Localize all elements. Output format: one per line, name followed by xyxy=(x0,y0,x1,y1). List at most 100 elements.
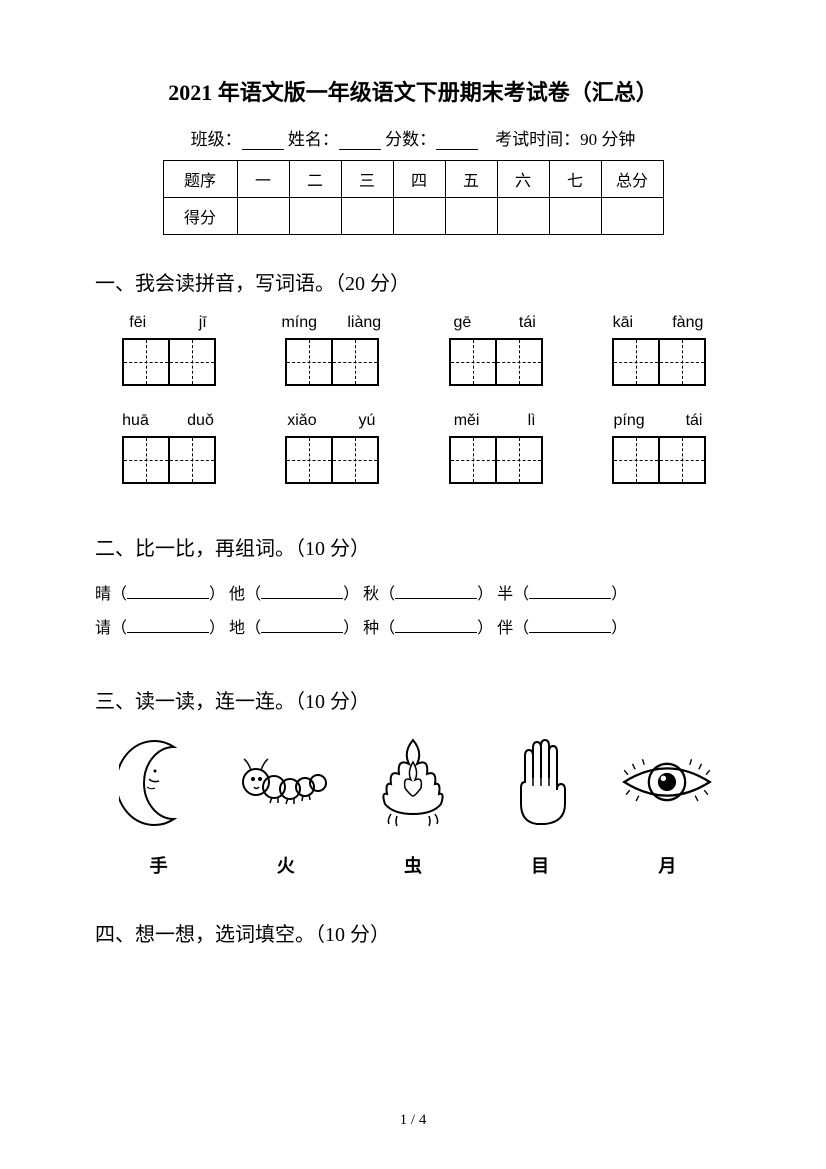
cell: 三 xyxy=(341,161,393,198)
pinyin-syllable: xiǎo xyxy=(287,412,316,430)
q1-title: 一、我会读拼音，写词语。（20 分） xyxy=(95,267,731,296)
tianzi-box[interactable] xyxy=(122,436,170,484)
char: 种 xyxy=(363,620,379,637)
match-label: 手 xyxy=(109,852,209,878)
page-title: 2021 年语文版一年级语文下册期末考试卷（汇总） xyxy=(95,75,731,107)
char: 半 xyxy=(497,586,513,603)
cell-blank[interactable] xyxy=(497,198,549,235)
pinyin-syllable: jī xyxy=(199,314,207,332)
tianzi-box[interactable] xyxy=(612,436,660,484)
tianzi-box[interactable] xyxy=(495,338,543,386)
pinyin-row: fēijī míngliàng gētái kāifàng xyxy=(95,314,731,386)
class-label: 班级： xyxy=(191,130,242,149)
fire-icon xyxy=(363,732,463,832)
pinyin-group: xiǎo yú xyxy=(266,412,396,484)
pinyin-group: píng tái xyxy=(593,412,723,484)
cell: 得分 xyxy=(163,198,237,235)
tianzi-box[interactable] xyxy=(285,338,333,386)
pinyin-group: měi lì xyxy=(430,412,560,484)
pinyin-syllable: duǒ xyxy=(187,412,214,430)
pinyin-group: kāi fàng xyxy=(593,314,723,386)
eye-icon xyxy=(617,732,717,832)
blank[interactable] xyxy=(529,585,611,599)
blank[interactable] xyxy=(127,619,209,633)
pinyin-syllable: fēi xyxy=(129,314,146,332)
hand-icon xyxy=(490,732,590,832)
name-blank[interactable] xyxy=(339,132,381,150)
pinyin-syllable: tái xyxy=(686,412,703,430)
char: 秋 xyxy=(363,586,379,603)
char: 他 xyxy=(229,586,245,603)
blank[interactable] xyxy=(127,585,209,599)
pinyin-syllable: lì xyxy=(528,412,536,430)
match-label: 目 xyxy=(490,852,590,878)
pinyin-group: fēi jī xyxy=(103,314,233,386)
cell: 五 xyxy=(445,161,497,198)
pinyin-group: huā duǒ xyxy=(103,412,233,484)
tianzi-box[interactable] xyxy=(495,436,543,484)
cell-blank[interactable] xyxy=(237,198,289,235)
pinyin-row: huā duǒ xiǎo yú měi lì píng tái xyxy=(95,412,731,484)
q4-title: 四、想一想，选词填空。（10 分） xyxy=(95,918,731,947)
pinyin-syllable: huā xyxy=(122,412,149,430)
tianzi-box[interactable] xyxy=(331,436,379,484)
cell: 四 xyxy=(393,161,445,198)
score-table: 题序 一 二 三 四 五 六 七 总分 得分 xyxy=(163,160,664,235)
pinyin-syllable: míng xyxy=(281,314,317,332)
tianzi-box[interactable] xyxy=(285,436,333,484)
cell: 总分 xyxy=(601,161,663,198)
tianzi-box[interactable] xyxy=(449,338,497,386)
match-label: 火 xyxy=(236,852,336,878)
blank[interactable] xyxy=(395,619,477,633)
tianzi-box[interactable] xyxy=(331,338,379,386)
match-labels: 手 火 虫 目 月 xyxy=(95,852,731,878)
blank[interactable] xyxy=(261,619,343,633)
table-row: 得分 xyxy=(163,198,663,235)
pinyin-syllable: yú xyxy=(358,412,375,430)
tianzi-box[interactable] xyxy=(168,338,216,386)
score-blank[interactable] xyxy=(436,132,478,150)
header-fields: 班级： 姓名： 分数： 考试时间：90 分钟 xyxy=(95,125,731,150)
blank[interactable] xyxy=(395,585,477,599)
cell-blank[interactable] xyxy=(341,198,393,235)
compare-row: 晴（） 他（） 秋（） 半（） xyxy=(95,579,731,611)
cell-blank[interactable] xyxy=(289,198,341,235)
cell-blank[interactable] xyxy=(393,198,445,235)
compare-row: 请（） 地（） 种（） 伴（） xyxy=(95,613,731,645)
class-blank[interactable] xyxy=(242,132,284,150)
char: 地 xyxy=(229,620,245,637)
pinyin-syllable: měi xyxy=(454,412,480,430)
char: 请 xyxy=(95,620,111,637)
q3-title: 三、读一读，连一连。（10 分） xyxy=(95,685,731,714)
tianzi-box[interactable] xyxy=(449,436,497,484)
blank[interactable] xyxy=(261,585,343,599)
tianzi-box[interactable] xyxy=(658,436,706,484)
blank[interactable] xyxy=(529,619,611,633)
match-images xyxy=(95,732,731,832)
cell: 题序 xyxy=(163,161,237,198)
cell-blank[interactable] xyxy=(601,198,663,235)
tianzi-box[interactable] xyxy=(658,338,706,386)
moon-icon xyxy=(109,732,209,832)
q2-title: 二、比一比，再组词。（10 分） xyxy=(95,532,731,561)
tianzi-box[interactable] xyxy=(168,436,216,484)
tianzi-box[interactable] xyxy=(612,338,660,386)
pinyin-syllable: tái xyxy=(519,314,536,332)
pinyin-syllable: píng xyxy=(613,412,644,430)
page-footer: 1 / 4 xyxy=(0,1112,826,1129)
cell: 七 xyxy=(549,161,601,198)
match-label: 月 xyxy=(617,852,717,878)
cell-blank[interactable] xyxy=(549,198,601,235)
match-label: 虫 xyxy=(363,852,463,878)
cell: 二 xyxy=(289,161,341,198)
cell: 一 xyxy=(237,161,289,198)
pinyin-syllable: fàng xyxy=(672,314,703,332)
cell-blank[interactable] xyxy=(445,198,497,235)
pinyin-group: gētái xyxy=(430,314,560,386)
char: 晴 xyxy=(95,586,111,603)
tianzi-box[interactable] xyxy=(122,338,170,386)
pinyin-syllable: kāi xyxy=(613,314,633,332)
char: 伴 xyxy=(497,620,513,637)
score-label: 分数： xyxy=(385,130,436,149)
name-label: 姓名： xyxy=(288,130,339,149)
